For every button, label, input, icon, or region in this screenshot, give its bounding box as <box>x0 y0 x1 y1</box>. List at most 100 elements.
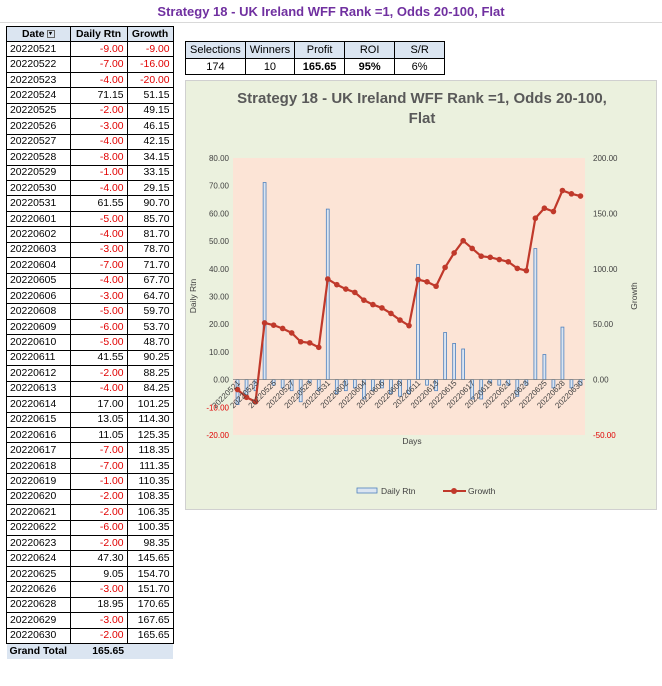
cell-daily-rtn: -7.00 <box>69 257 128 274</box>
y-tick-label: -20.00 <box>206 431 229 440</box>
cell-growth: 64.70 <box>126 287 174 305</box>
cell-date: 20220614 <box>6 396 71 413</box>
cell-date: 20220528 <box>6 149 71 166</box>
cell-date: 20220608 <box>6 303 71 320</box>
y2-tick-label: -50.00 <box>593 431 616 440</box>
growth-point-20220616 <box>460 237 466 244</box>
legend-growth: Growth <box>468 486 496 496</box>
cell-growth: 48.70 <box>126 334 174 351</box>
cell-date: 20220626 <box>6 581 71 598</box>
table-row: 20220616 11.05 125.35 <box>6 426 174 444</box>
growth-point-20220530 <box>315 344 322 351</box>
cell-growth: 170.65 <box>126 596 174 614</box>
table-row: 20220529 -1.00 33.15 <box>6 164 174 181</box>
grand-total-row: Grand Total 165.65 <box>6 643 174 659</box>
table-row: 20220601 -5.00 85.70 <box>6 210 174 228</box>
cell-daily-rtn: -2.00 <box>69 488 128 506</box>
growth-point-20220525 <box>270 322 277 328</box>
cell-growth: 167.65 <box>126 612 174 629</box>
cell-date: 20220616 <box>6 426 71 444</box>
y-axis: 80.00 70.00 60.00 50.00 40.00 30.00 20.00 10.00… <box>206 154 229 440</box>
cell-daily-rtn: -4.00 <box>69 179 128 197</box>
y2-axis-title: Growth <box>629 282 639 310</box>
legend: Daily Rtn Growth <box>356 486 496 496</box>
table-header-row: Date ▾ Daily Rtn Growth <box>6 26 174 42</box>
summary-header-selections: Selections <box>185 41 246 59</box>
cell-daily-rtn: -3.00 <box>69 581 128 598</box>
cell-daily-rtn: -4.00 <box>69 226 128 243</box>
chart[interactable]: Strategy 18 - UK Ireland WFF Rank =1, Od… <box>185 80 657 510</box>
cell-date: 20220521 <box>6 40 71 58</box>
table-row: 20220623 -2.00 98.35 <box>6 534 174 552</box>
table-row: 20220613 -4.00 84.25 <box>6 380 174 398</box>
table-row: 20220525 -2.00 49.15 <box>6 102 174 120</box>
cell-daily-rtn: -8.00 <box>69 149 128 166</box>
bar-20220615 <box>452 343 456 381</box>
cell-growth: 108.35 <box>126 488 174 506</box>
y-tick-label: 60.00 <box>209 209 230 218</box>
table-row: 20220628 18.95 170.65 <box>6 596 174 614</box>
growth-point-20220608 <box>388 310 394 317</box>
cell-daily-rtn: -2.00 <box>69 504 128 521</box>
y2-tick-label: 0.00 <box>593 376 609 385</box>
growth-point-20220625 <box>541 205 548 211</box>
cell-date: 20220526 <box>6 118 71 135</box>
table-row: 20220619 -1.00 110.35 <box>6 473 174 490</box>
y-tick-label: 10.00 <box>209 348 230 357</box>
growth-point-20220619 <box>487 254 494 261</box>
table-row: 20220622 -6.00 100.35 <box>6 519 174 537</box>
filter-sort-icon[interactable]: ▾ <box>46 29 55 38</box>
cell-growth: 90.70 <box>126 195 174 212</box>
table-row: 20220610 -5.00 48.70 <box>6 334 174 351</box>
cell-date: 20220612 <box>6 365 71 382</box>
table-row: 20220602 -4.00 81.70 <box>6 226 174 243</box>
table-row: 20220523 -4.00 -20.00 <box>6 71 174 89</box>
cell-date: 20220530 <box>6 179 71 197</box>
cell-growth: 154.70 <box>126 565 174 583</box>
cell-date: 20220604 <box>6 257 71 274</box>
cell-date: 20220629 <box>6 612 71 629</box>
cell-growth: 118.35 <box>126 442 174 459</box>
table-row: 20220630 -2.00 165.65 <box>6 627 174 645</box>
summary-profit: 165.65 <box>294 58 346 75</box>
legend-line-marker <box>451 488 457 494</box>
y-tick-label: 30.00 <box>209 293 230 302</box>
col-header-growth: Growth <box>126 26 174 42</box>
cell-daily-rtn: 9.05 <box>69 565 128 583</box>
growth-point-20220527 <box>288 330 295 336</box>
summary-header-winners: Winners <box>244 41 296 59</box>
cell-growth: 111.35 <box>126 457 174 475</box>
bar-20220625 <box>542 354 547 380</box>
table-row: 20220626 -3.00 151.70 <box>6 581 174 598</box>
col-header-daily-rtn: Daily Rtn <box>69 26 128 42</box>
cell-growth: 51.15 <box>126 87 174 104</box>
cell-daily-rtn: -1.00 <box>69 164 128 181</box>
title-divider <box>0 22 662 23</box>
cell-date: 20220617 <box>6 442 71 459</box>
grand-total-label: Grand Total <box>6 643 71 659</box>
cell-daily-rtn: 61.55 <box>69 195 128 212</box>
growth-point-20220614 <box>442 264 448 271</box>
growth-point-20220629 <box>568 191 575 197</box>
bar-20220614 <box>443 332 447 380</box>
cell-date: 20220605 <box>6 272 71 290</box>
cell-growth: 67.70 <box>126 272 174 290</box>
cell-date: 20220618 <box>6 457 71 475</box>
summary-table: Selections Winners Profit ROI S/R 174 10… <box>185 41 446 75</box>
table-row: 20220526 -3.00 46.15 <box>6 118 174 135</box>
cell-daily-rtn: -2.00 <box>69 627 128 645</box>
grand-total-empty <box>127 643 174 659</box>
col-header-date-label: Date <box>22 28 45 40</box>
growth-point-20220620 <box>496 256 503 263</box>
growth-point-20220613 <box>433 283 439 290</box>
col-header-date[interactable]: Date ▾ <box>6 26 71 42</box>
cell-growth: 42.15 <box>126 133 174 151</box>
cell-growth: 110.35 <box>126 473 174 490</box>
y2-tick-label: 50.00 <box>593 320 614 329</box>
table-row: 20220629 -3.00 167.65 <box>6 612 174 629</box>
growth-point-20220602 <box>343 286 349 292</box>
table-row: 20220624 47.30 145.65 <box>6 550 174 567</box>
cell-date: 20220525 <box>6 102 71 120</box>
growth-point-20220529 <box>306 340 313 346</box>
table-row: 20220621 -2.00 106.35 <box>6 504 174 521</box>
